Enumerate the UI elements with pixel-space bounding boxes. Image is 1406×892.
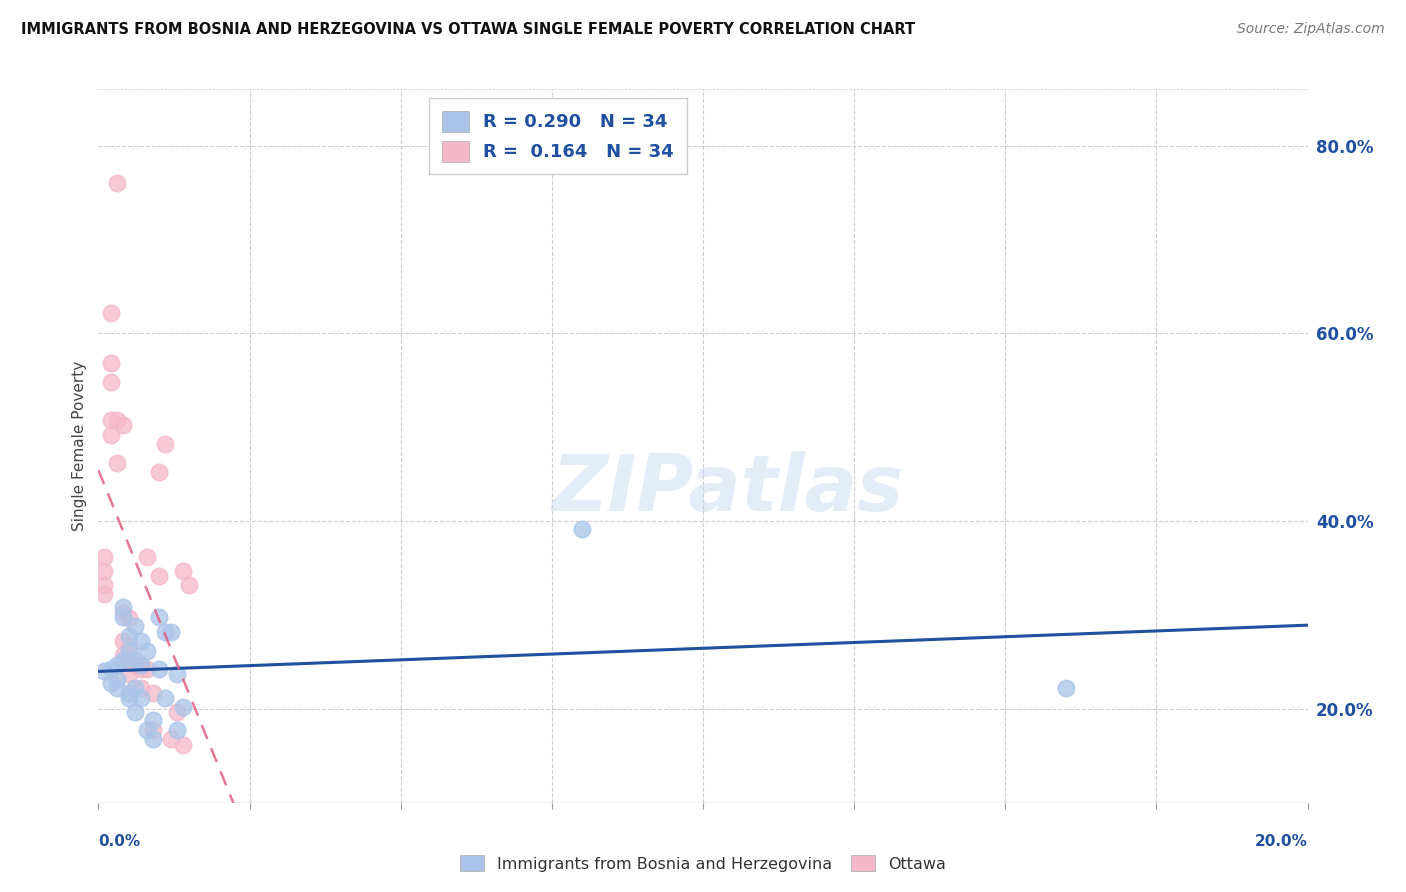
Point [93, 665, 115, 679]
Point [129, 657, 152, 672]
Point [111, 418, 134, 433]
Point [135, 723, 157, 737]
Point [118, 686, 141, 700]
Point [166, 705, 188, 719]
Point [100, 413, 122, 427]
Point [111, 634, 134, 648]
Point [111, 600, 134, 615]
Point [142, 686, 165, 700]
Point [1054, 681, 1077, 696]
Point [118, 643, 141, 657]
Point [129, 690, 152, 705]
Point [105, 681, 128, 696]
Point [105, 413, 128, 427]
Point [100, 356, 122, 370]
Point [105, 456, 128, 470]
Point [129, 681, 152, 696]
Point [105, 657, 128, 672]
Point [142, 723, 165, 737]
Point [153, 690, 176, 705]
Point [100, 306, 122, 320]
Y-axis label: Single Female Poverty: Single Female Poverty [72, 361, 87, 531]
Point [166, 723, 188, 737]
Text: IMMIGRANTS FROM BOSNIA AND HERZEGOVINA VS OTTAWA SINGLE FEMALE POVERTY CORRELATI: IMMIGRANTS FROM BOSNIA AND HERZEGOVINA V… [21, 22, 915, 37]
Text: ZIPatlas: ZIPatlas [551, 450, 903, 527]
Point [160, 624, 183, 639]
Point [93, 587, 115, 601]
Point [142, 731, 165, 746]
Text: 0.0%: 0.0% [98, 834, 141, 849]
Point [153, 624, 176, 639]
Point [124, 705, 146, 719]
Legend: Immigrants from Bosnia and Herzegovina, Ottawa: Immigrants from Bosnia and Herzegovina, … [453, 847, 953, 880]
Point [93, 564, 115, 578]
Point [135, 549, 157, 564]
Point [148, 610, 170, 624]
Point [148, 663, 170, 677]
Point [93, 549, 115, 564]
Point [93, 578, 115, 592]
Point [160, 731, 183, 746]
Point [166, 667, 188, 681]
Point [100, 375, 122, 389]
Point [105, 176, 128, 190]
Point [153, 437, 176, 451]
Point [118, 629, 141, 643]
Point [118, 639, 141, 653]
Point [124, 619, 146, 633]
Point [135, 643, 157, 657]
Point [105, 672, 128, 686]
Text: Source: ZipAtlas.com: Source: ZipAtlas.com [1237, 22, 1385, 37]
Point [111, 606, 134, 620]
Point [124, 653, 146, 667]
Point [118, 667, 141, 681]
Point [172, 738, 194, 752]
Point [100, 427, 122, 442]
Text: 20.0%: 20.0% [1254, 834, 1308, 849]
Point [148, 568, 170, 582]
Legend: R = 0.290   N = 34, R =  0.164   N = 34: R = 0.290 N = 34, R = 0.164 N = 34 [429, 98, 686, 174]
Point [142, 713, 165, 727]
Point [124, 681, 146, 696]
Point [111, 610, 134, 624]
Point [118, 690, 141, 705]
Point [172, 564, 194, 578]
Point [111, 653, 134, 667]
Point [135, 663, 157, 677]
Point [100, 663, 122, 677]
Point [571, 522, 593, 536]
Point [111, 648, 134, 663]
Point [100, 675, 122, 690]
Point [129, 634, 152, 648]
Point [148, 465, 170, 479]
Point [172, 700, 194, 714]
Point [124, 657, 146, 672]
Point [129, 663, 152, 677]
Point [179, 578, 201, 592]
Point [118, 611, 141, 625]
